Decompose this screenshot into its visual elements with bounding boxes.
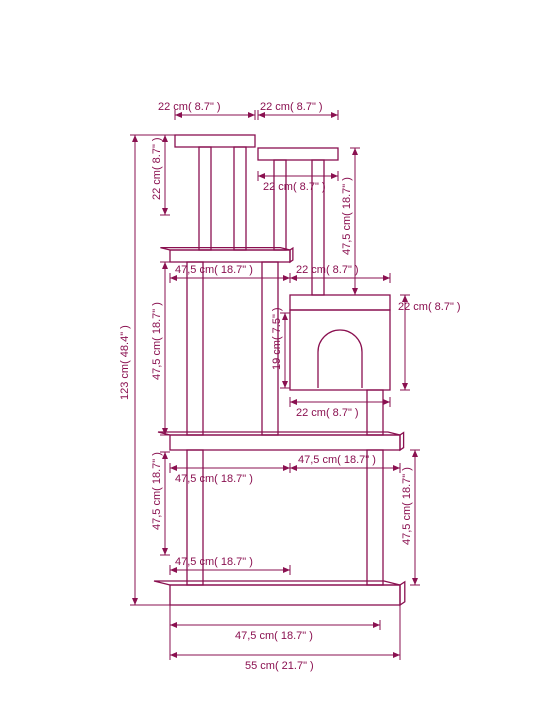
svg-text:55 cm( 21.7" ): 55 cm( 21.7" ) [245,660,314,672]
svg-text:47,5 cm( 18.7" ): 47,5 cm( 18.7" ) [298,454,376,466]
svg-text:47,5 cm( 18.7" ): 47,5 cm( 18.7" ) [341,177,353,255]
svg-text:47,5 cm( 18.7" ): 47,5 cm( 18.7" ) [175,556,253,568]
dimension-diagram: 22 cm( 8.7" ) 22 cm( 8.7" ) 22 cm( 8.7" ) 4… [0,0,540,720]
svg-text:47,5 cm( 18.7" ): 47,5 cm( 18.7" ) [151,452,163,530]
svg-text:22 cm( 8.7" ): 22 cm( 8.7" ) [398,301,461,313]
svg-text:22 cm( 8.7" ): 22 cm( 8.7" ) [260,101,323,113]
svg-text:22 cm( 8.7" ): 22 cm( 8.7" ) [151,137,163,200]
svg-text:22 cm( 8.7" ): 22 cm( 8.7" ) [296,264,359,276]
svg-text:22 cm( 8.7" ): 22 cm( 8.7" ) [158,101,221,113]
svg-text:22 cm( 8.7" ): 22 cm( 8.7" ) [296,407,359,419]
svg-text:47,5 cm( 18.7" ): 47,5 cm( 18.7" ) [175,473,253,485]
svg-text:123 cm( 48.4" ): 123 cm( 48.4" ) [119,325,131,400]
svg-text:47,5 cm( 18.7" ): 47,5 cm( 18.7" ) [175,264,253,276]
svg-text:47,5 cm( 18.7" ): 47,5 cm( 18.7" ) [151,302,163,380]
svg-text:22 cm( 8.7" ): 22 cm( 8.7" ) [263,181,326,193]
svg-text:47,5 cm( 18.7" ): 47,5 cm( 18.7" ) [401,467,413,545]
svg-text:47,5 cm( 18.7" ): 47,5 cm( 18.7" ) [235,630,313,642]
svg-text:19 cm( 7.5" ): 19 cm( 7.5" ) [271,307,283,370]
